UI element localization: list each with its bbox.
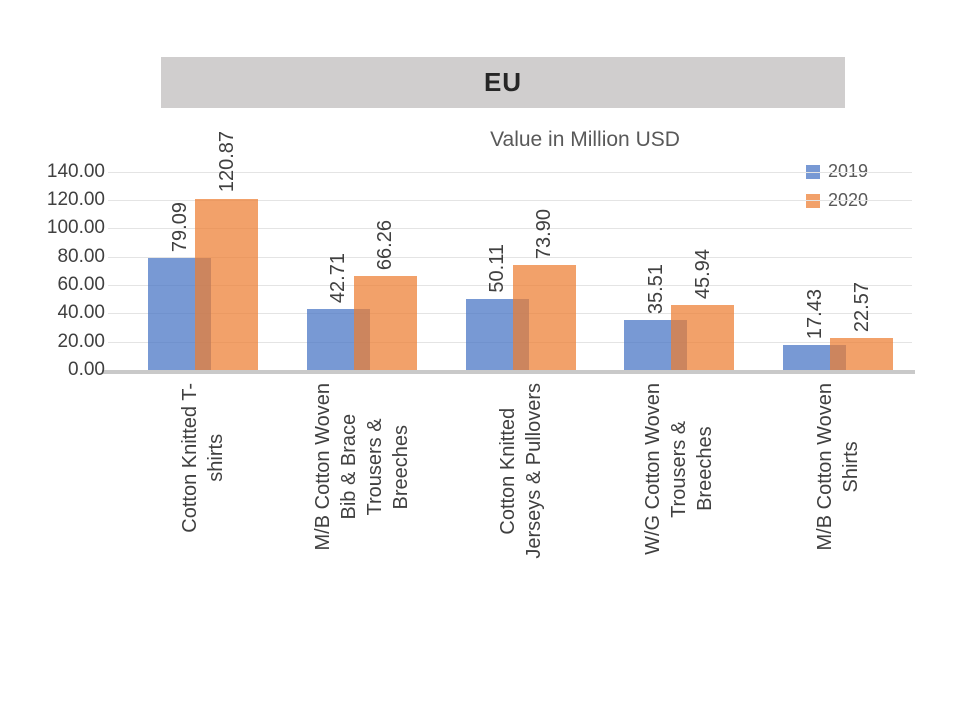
chart-subtitle: Value in Million USD	[490, 128, 680, 151]
gridline	[108, 171, 912, 173]
value-label-2019-cat4: 35.51	[644, 263, 667, 314]
bar-2020-cat4	[671, 304, 735, 370]
bar-2020-cat1	[195, 198, 258, 370]
category-label-3: Cotton Knitted Jerseys & Pullovers	[496, 383, 545, 559]
value-label-2020-cat2: 66.26	[374, 220, 397, 271]
value-label-2020-cat4: 45.94	[691, 248, 714, 299]
bar-2020-cat3	[512, 265, 576, 370]
category-label-1: Cotton Knitted T- shirts	[179, 383, 227, 533]
x-axis-line	[102, 370, 915, 374]
category-label-4: W/G Cotton Woven Trousers & Breeches	[642, 383, 717, 555]
value-label-2019-cat3: 50.11	[486, 244, 508, 293]
value-label-2020-cat5: 22.57	[850, 281, 873, 332]
gridline	[108, 199, 912, 201]
y-axis-tick-label: 20.00	[57, 330, 105, 352]
category-label-2: M/B Cotton Woven Bib & Brace Trousers & …	[311, 383, 412, 551]
value-label-2019-cat5: 17.43	[803, 289, 826, 340]
y-axis-tick-label: 40.00	[57, 302, 105, 324]
y-axis-tick-label: 60.00	[57, 273, 105, 295]
value-label-2020-cat1: 120.87	[215, 131, 238, 193]
value-label-2020-cat3: 73.90	[533, 209, 555, 260]
bar-2020-cat5	[830, 337, 893, 370]
bar-2020-cat2	[353, 276, 417, 370]
y-axis-tick-label: 80.00	[57, 245, 105, 267]
gridline	[108, 228, 912, 230]
gridline	[108, 256, 912, 258]
y-axis-tick-label: 0.00	[68, 359, 105, 380]
value-label-2019-cat1: 79.09	[168, 201, 191, 252]
gridline	[108, 284, 912, 286]
legend-label-2019: 2019	[828, 161, 869, 181]
value-label-2019-cat2: 42.71	[327, 253, 350, 304]
chart-title-banner: EU	[161, 57, 845, 108]
y-axis-tick-label: 140.00	[46, 160, 105, 182]
chart-title: EU	[483, 67, 523, 97]
y-axis-tick-label: 120.00	[46, 188, 105, 210]
category-label-5: M/B Cotton Woven Shirts	[814, 383, 862, 551]
y-axis-tick-label: 100.00	[46, 217, 105, 239]
